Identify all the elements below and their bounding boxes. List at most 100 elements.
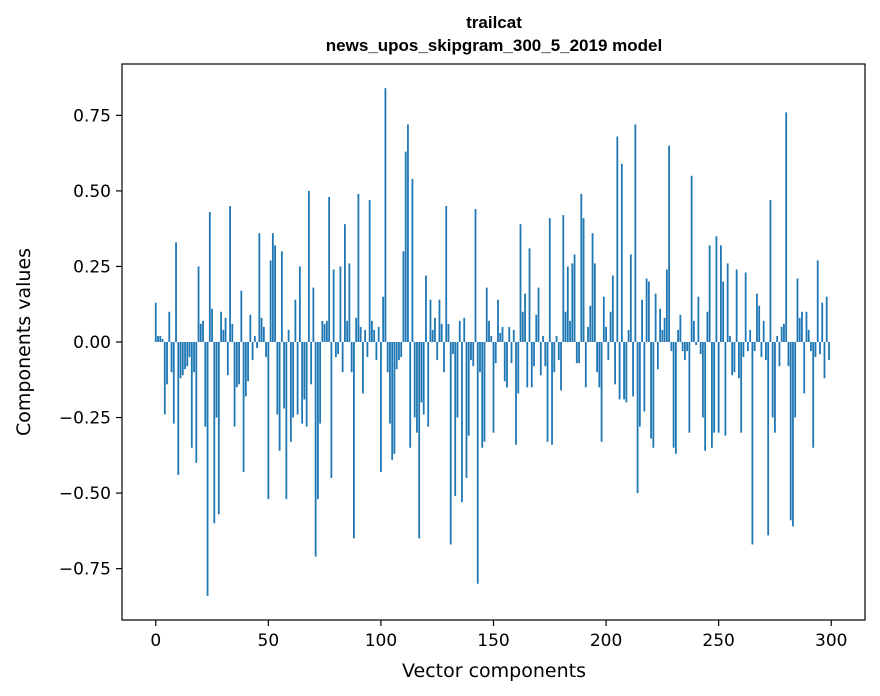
bar-137 — [463, 317, 466, 342]
bar-190 — [582, 218, 585, 342]
bar-92 — [362, 342, 364, 394]
bar-139 — [467, 342, 470, 436]
bar-4 — [163, 342, 166, 415]
bar-245 — [706, 311, 709, 342]
bar-143 — [476, 342, 479, 584]
bar-119 — [422, 342, 425, 415]
y-tick-label: 0.25 — [73, 257, 111, 277]
bar-103 — [386, 342, 389, 373]
bar-78 — [330, 342, 333, 478]
bar-102 — [384, 88, 387, 342]
bar-145 — [481, 342, 484, 448]
bar-98 — [375, 342, 378, 361]
bar-113 — [409, 342, 412, 448]
bar-36 — [235, 342, 238, 388]
bar-101 — [382, 296, 385, 342]
bar-126 — [438, 299, 441, 342]
x-tick-label: 100 — [365, 631, 397, 651]
bar-264 — [749, 329, 752, 342]
bar-226 — [663, 317, 666, 342]
bar-201 — [607, 342, 610, 361]
bar-29 — [220, 311, 222, 342]
bar-192 — [587, 326, 589, 342]
x-tick-label: 300 — [815, 631, 847, 651]
bar-272 — [767, 342, 770, 536]
bar-118 — [420, 342, 423, 403]
bar-140 — [470, 342, 472, 361]
bar-159 — [512, 329, 515, 342]
x-tick-label: 250 — [702, 631, 734, 651]
bar-2 — [159, 335, 162, 342]
bar-224 — [659, 308, 662, 342]
bar-259 — [738, 342, 740, 379]
y-tick-label: −0.25 — [59, 409, 111, 429]
bar-174 — [546, 342, 549, 442]
bar-230 — [672, 342, 675, 448]
bar-164 — [524, 293, 526, 342]
bar-246 — [708, 245, 711, 342]
bar-120 — [425, 275, 427, 342]
bar-73 — [319, 342, 322, 424]
bar-45 — [256, 342, 258, 349]
bar-58 — [285, 342, 288, 500]
bar-253 — [724, 342, 727, 436]
bar-274 — [771, 342, 774, 418]
bar-60 — [289, 342, 292, 442]
bar-149 — [490, 335, 493, 342]
bar-129 — [445, 206, 448, 342]
bar-279 — [783, 323, 785, 342]
bar-115 — [413, 342, 416, 418]
bar-271 — [765, 342, 767, 361]
bar-158 — [510, 342, 513, 364]
bar-254 — [726, 263, 729, 342]
bar-21 — [202, 320, 204, 342]
bar-255 — [729, 335, 731, 342]
bar-26 — [213, 342, 216, 524]
bar-171 — [539, 342, 542, 376]
bar-23 — [206, 342, 209, 596]
bar-27 — [215, 342, 218, 418]
bar-196 — [596, 342, 598, 373]
bar-76 — [325, 320, 328, 342]
bar-105 — [391, 342, 394, 460]
bar-8 — [172, 342, 175, 424]
bar-61 — [292, 342, 295, 418]
bar-52 — [271, 233, 274, 342]
bar-47 — [260, 317, 263, 342]
bar-189 — [580, 193, 583, 342]
bar-198 — [600, 342, 603, 442]
bar-285 — [796, 278, 799, 342]
bar-168 — [533, 342, 535, 367]
bar-248 — [713, 342, 716, 433]
bar-240 — [695, 342, 698, 346]
bar-172 — [542, 335, 544, 342]
bar-121 — [427, 342, 430, 427]
bar-219 — [647, 281, 650, 342]
y-tick-label: −0.75 — [59, 560, 111, 580]
bar-9 — [175, 242, 177, 342]
bar-207 — [620, 163, 623, 342]
bar-112 — [407, 124, 409, 343]
bar-117 — [418, 342, 421, 539]
bar-33 — [229, 206, 231, 342]
bar-252 — [722, 281, 725, 342]
bar-276 — [776, 335, 779, 342]
bar-71 — [314, 342, 317, 557]
bar-100 — [380, 342, 382, 472]
bar-188 — [578, 342, 580, 364]
bar-138 — [465, 342, 468, 478]
bar-204 — [614, 342, 616, 385]
bar-55 — [278, 342, 281, 451]
bar-94 — [366, 342, 369, 358]
bar-114 — [411, 178, 414, 342]
bar-19 — [197, 266, 200, 342]
bar-43 — [251, 342, 254, 361]
bar-83 — [341, 342, 344, 373]
bar-134 — [456, 342, 459, 418]
bar-38 — [240, 290, 243, 342]
bar-124 — [434, 317, 436, 342]
bar-299 — [828, 342, 830, 361]
bar-157 — [508, 326, 511, 342]
bar-96 — [371, 320, 373, 342]
